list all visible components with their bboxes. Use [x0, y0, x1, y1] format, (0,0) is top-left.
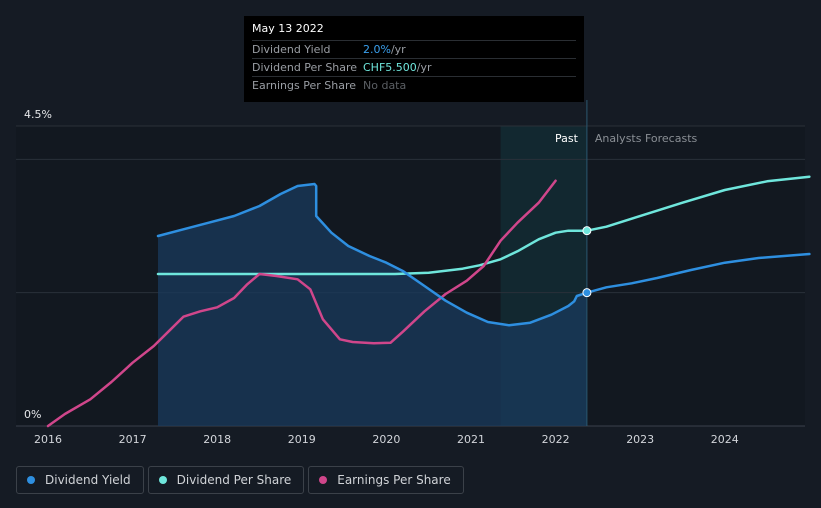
x-tick-label: 2018 [203, 433, 231, 446]
tooltip-date: May 13 2022 [252, 22, 324, 35]
past-label: Past [555, 132, 579, 145]
hover-marker-dividend-per-share [582, 226, 592, 236]
y-axis-label-bottom: 0% [24, 408, 41, 421]
x-tick-label: 2022 [542, 433, 570, 446]
tooltip-label: Earnings Per Share [252, 79, 357, 92]
x-tick-label: 2017 [119, 433, 147, 446]
tooltip-unit: /yr [390, 43, 406, 56]
tooltip-row-earnings-per-share: Earnings Per Share No data [252, 76, 576, 94]
x-tick-label: 2024 [711, 433, 739, 446]
forecast-label: Analysts Forecasts [595, 132, 698, 145]
legend-dot [27, 476, 35, 484]
x-tick-label: 2021 [457, 433, 485, 446]
tooltip-row-dividend-yield: Dividend Yield 2.0% /yr [252, 40, 576, 58]
legend-label: Dividend Per Share [176, 473, 292, 487]
hover-tooltip: May 13 2022 Dividend Yield 2.0% /yr Divi… [244, 16, 584, 102]
x-tick-label: 2016 [34, 433, 62, 446]
x-tick-label: 2020 [372, 433, 400, 446]
legend-item-dividend-yield[interactable]: Dividend Yield [16, 466, 144, 494]
tooltip-value: No data [363, 79, 407, 92]
series-line-dividend-yield [156, 182, 811, 327]
tooltip-row-dividend-per-share: Dividend Per Share CHF5.500 /yr [252, 58, 576, 76]
dividend-yield-area [157, 184, 587, 426]
y-axis-label-top: 4.5% [24, 108, 52, 121]
hover-marker-dividend-yield [582, 288, 592, 298]
x-tick-label: 2019 [288, 433, 316, 446]
legend: Dividend Yield Dividend Per Share Earnin… [16, 466, 468, 494]
tooltip-value: 2.0% [363, 43, 391, 56]
series-line-dividend-per-share [156, 175, 811, 276]
legend-item-earnings-per-share[interactable]: Earnings Per Share [308, 466, 464, 494]
tooltip-unit: /yr [416, 61, 432, 74]
x-tick-label: 2023 [626, 433, 654, 446]
legend-label: Earnings Per Share [337, 473, 451, 487]
tooltip-label: Dividend Yield [252, 43, 331, 56]
legend-dot [158, 476, 167, 484]
legend-item-dividend-per-share[interactable]: Dividend Per Share [147, 466, 305, 494]
series-line-earnings-per-share [46, 179, 557, 428]
legend-dot [319, 476, 328, 484]
tooltip-label: Dividend Per Share [252, 61, 358, 74]
legend-label: Dividend Yield [45, 473, 131, 487]
tooltip-value: CHF5.500 [363, 61, 417, 74]
